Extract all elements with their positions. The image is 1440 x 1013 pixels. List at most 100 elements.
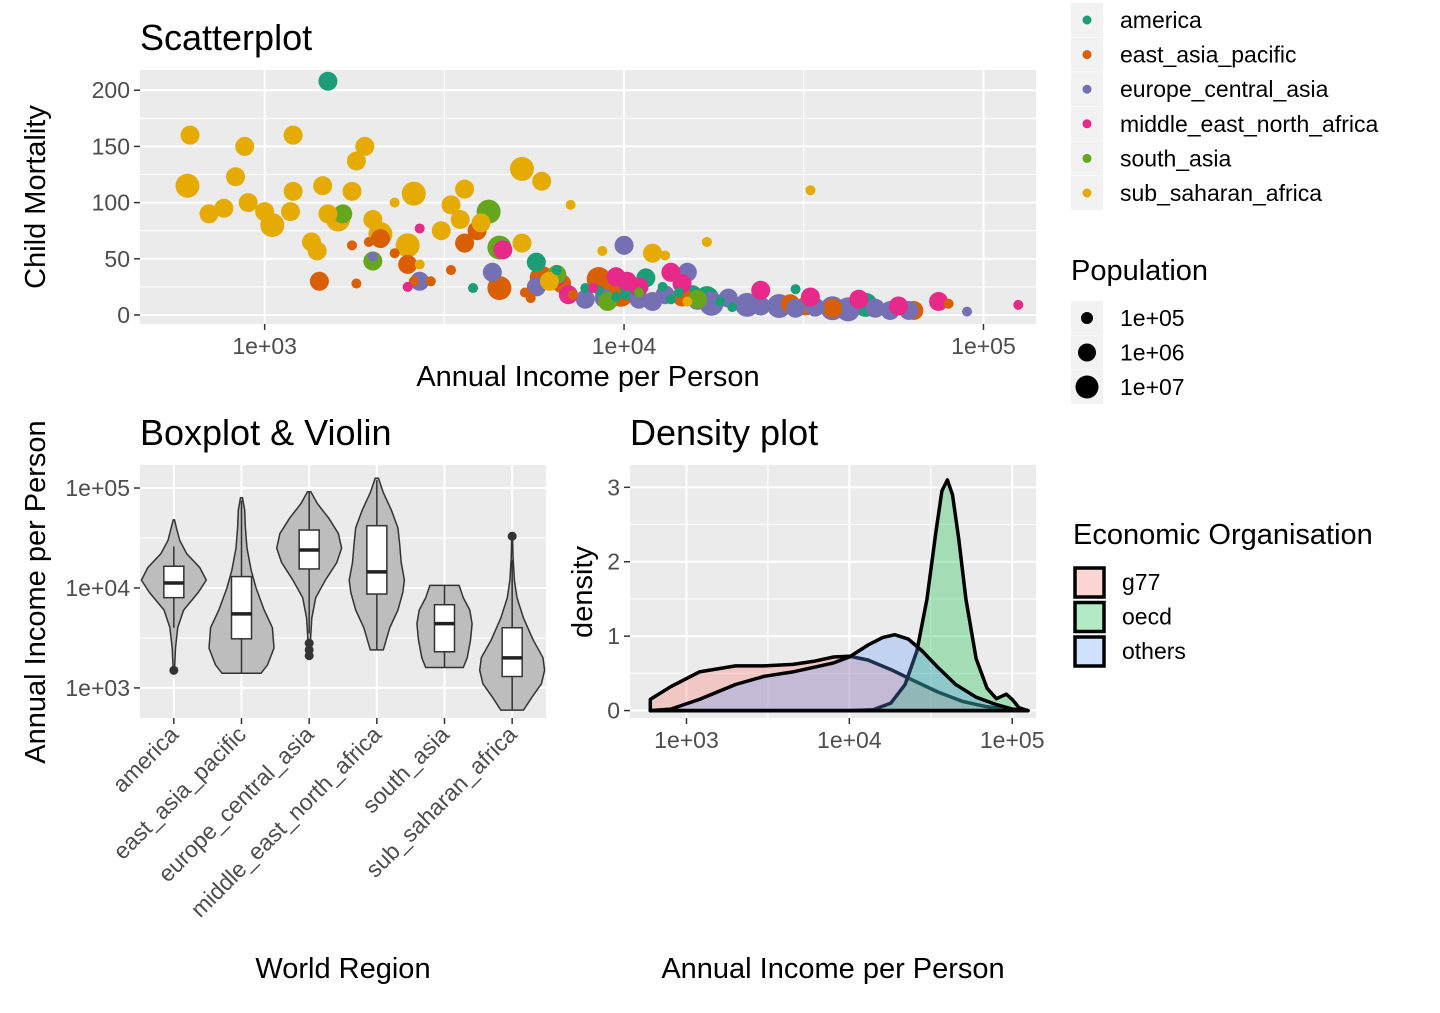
scatter-point-sub_saharan_africa: [539, 271, 559, 291]
scatter-y-tick-label: 0: [117, 302, 130, 328]
region-legend-label: sub_saharan_africa: [1120, 180, 1322, 206]
scatter-y-tick-label: 100: [92, 190, 130, 216]
region-legend-label: america: [1120, 7, 1202, 33]
box-outlier: [507, 531, 517, 541]
box-south_asia: [433, 603, 456, 653]
density-y-axis: 0 1 2 3: [607, 474, 630, 724]
economic-legend-title: Economic Organisation: [1073, 519, 1373, 551]
scatter-point-sub_saharan_africa: [401, 181, 426, 206]
scatter-x-axis: 1e+03 1e+04 1e+05: [232, 324, 1016, 359]
economic-legend-label: others: [1122, 638, 1186, 664]
scatter-point-sub_saharan_africa: [532, 171, 552, 191]
scatter-point-europe_central_asia: [865, 298, 885, 318]
scatter-point-middle_east_north_africa: [751, 280, 771, 300]
scatter-point-sub_saharan_africa: [283, 181, 303, 201]
violin-x-axis-label: World Region: [255, 953, 430, 985]
economic-legend-swatch-others: [1073, 635, 1106, 668]
scatter-point-america: [551, 265, 562, 276]
economic-legend-label: oecd: [1122, 604, 1172, 630]
scatter-point-sub_saharan_africa: [701, 236, 712, 247]
scatter-y-tick-label: 200: [92, 77, 130, 103]
scatter-point-middle_east_north_africa: [1013, 299, 1024, 310]
violin-x-axis: americaeast_asia_pacificeurope_central_a…: [107, 718, 522, 922]
scatter-point-sub_saharan_africa: [363, 209, 383, 229]
scatter-point-europe_central_asia: [367, 251, 378, 262]
scatter-point-middle_east_north_africa: [929, 292, 949, 312]
region-legend-swatch-east_asia_pacific: [1082, 50, 1092, 60]
scatter-x-tick-label: 1e+05: [951, 333, 1016, 359]
scatter-point-europe_central_asia: [962, 306, 973, 317]
scatter-point-sub_saharan_africa: [318, 204, 338, 224]
density-x-tick-label: 1e+03: [654, 727, 719, 753]
economic-legend-label: g77: [1122, 569, 1160, 595]
scatter-y-tick-label: 50: [104, 246, 130, 272]
density-y-axis-label: density: [567, 546, 599, 638]
scatter-point-america: [727, 302, 738, 313]
box-outlier: [304, 645, 314, 655]
violin-y-tick-label: 1e+05: [65, 475, 130, 501]
density-x-axis: 1e+03 1e+04 1e+05: [654, 718, 1045, 753]
scatter-point-sub_saharan_africa: [199, 204, 219, 224]
scatter-point-sub_saharan_africa: [355, 136, 375, 156]
scatter-point-sub_saharan_africa: [180, 125, 200, 145]
density-y-tick-label: 1: [607, 623, 620, 649]
scatter-point-south_asia: [333, 204, 353, 224]
scatter-x-tick-label: 1e+03: [232, 333, 297, 359]
violin-panel: Boxplot & Violin 1e+03 1e+04 1e+05 america…: [20, 412, 546, 985]
scatter-point-middle_east_north_africa: [800, 287, 820, 307]
scatter-point-america: [580, 283, 591, 294]
density-areas: [648, 478, 1030, 713]
scatter-points: [175, 71, 1024, 322]
scatter-point-sub_saharan_africa: [346, 151, 366, 171]
scatter-point-sub_saharan_africa: [643, 243, 663, 263]
region-legend: america east_asia_pacific europe_central_a…: [1071, 3, 1378, 210]
population-legend-label: 1e+07: [1120, 374, 1185, 400]
scatter-point-east_asia_pacific: [446, 265, 457, 276]
scatter-point-middle_east_north_africa: [402, 281, 413, 292]
scatter-point-sub_saharan_africa: [238, 193, 258, 213]
scatter-point-east_asia_pacific: [309, 271, 329, 291]
scatter-point-east_asia_pacific: [455, 233, 475, 253]
density-area-oecd: [648, 478, 1030, 713]
scatter-y-axis: 0 50 100 150 200: [92, 77, 140, 328]
scatter-point-sub_saharan_africa: [313, 176, 333, 196]
scatter-point-sub_saharan_africa: [389, 197, 400, 208]
scatter-point-east_asia_pacific: [351, 278, 362, 289]
scatter-point-east_asia_pacific: [425, 276, 436, 287]
population-legend-swatch: [1075, 375, 1099, 399]
density-gridlines: [630, 465, 1036, 718]
scatter-point-sub_saharan_africa: [280, 202, 300, 222]
scatter-panel: Scatterplot 0 50 100 150 200 1e+03 1e+04 1e+05…: [20, 17, 1036, 393]
scatter-point-america: [673, 287, 684, 298]
scatter-point-sub_saharan_africa: [431, 221, 451, 241]
scatter-point-sub_saharan_africa: [342, 181, 362, 201]
population-legend: Population 1e+05 1e+06 1e+07: [1071, 255, 1208, 404]
region-legend-swatch-middle_east_north_africa: [1082, 119, 1092, 129]
scatter-point-east_asia_pacific: [363, 236, 374, 247]
scatter-title: Scatterplot: [140, 17, 312, 58]
scatter-point-south_asia: [687, 289, 707, 309]
region-legend-swatch-south_asia: [1082, 153, 1092, 163]
scatter-point-east_asia_pacific: [525, 293, 536, 304]
population-legend-swatch: [1081, 312, 1093, 324]
scatter-point-sub_saharan_africa: [509, 156, 534, 181]
scatter-point-sub_saharan_africa: [307, 241, 327, 261]
scatter-point-middle_east_north_africa: [849, 289, 869, 309]
region-legend-swatch-sub_saharan_africa: [1082, 188, 1092, 198]
region-legend-label: east_asia_pacific: [1120, 42, 1296, 68]
scatter-point-europe_central_asia: [786, 298, 806, 318]
scatter-point-sub_saharan_africa: [226, 167, 246, 187]
scatter-point-sub_saharan_africa: [214, 198, 234, 218]
scatter-point-sub_saharan_africa: [597, 245, 608, 256]
density-title: Density plot: [630, 412, 818, 453]
scatter-point-europe_central_asia: [482, 262, 502, 282]
scatter-point-sub_saharan_africa: [235, 136, 255, 156]
scatter-point-middle_east_north_africa: [588, 283, 599, 294]
scatter-point-america: [665, 294, 676, 305]
economic-legend: Economic Organisation g77 oecd others: [1073, 519, 1373, 668]
scatter-x-tick-label: 1e+04: [592, 333, 657, 359]
scatter-y-tick-label: 150: [92, 133, 130, 159]
economic-legend-items: g77 oecd others: [1073, 566, 1186, 668]
